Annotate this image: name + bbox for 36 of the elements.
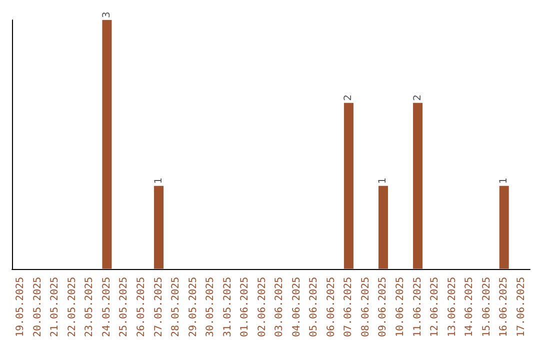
x-tick-label: 27.05.2025 — [153, 276, 164, 338]
x-tick-label: 08.06.2025 — [360, 276, 372, 338]
x-tick-label: 19.05.2025 — [15, 276, 26, 338]
data-label: 1 — [378, 177, 389, 184]
x-tick-label: 03.06.2025 — [274, 276, 286, 338]
x-tick-label: 10.06.2025 — [395, 276, 406, 338]
x-tick-label: 17.06.2025 — [516, 276, 527, 338]
x-tick-label: 16.06.2025 — [498, 276, 510, 338]
x-tick-label: 06.06.2025 — [326, 276, 337, 338]
x-tick-label: 20.05.2025 — [32, 276, 44, 338]
x-tick-label: 07.06.2025 — [343, 276, 354, 338]
x-tick-label: 24.05.2025 — [101, 276, 112, 338]
data-label: 2 — [412, 94, 424, 101]
x-tick-label: 11.06.2025 — [412, 276, 424, 338]
data-label: 3 — [101, 12, 112, 18]
x-tick-label: 09.06.2025 — [378, 276, 389, 338]
x-tick-label: 05.06.2025 — [308, 276, 320, 338]
x-tick-label: 14.06.2025 — [464, 276, 476, 338]
x-tick-label: 28.05.2025 — [170, 276, 182, 338]
x-tick-label: 02.06.2025 — [256, 276, 268, 338]
x-tick-label: 21.05.2025 — [50, 276, 61, 338]
x-tick-label: 13.06.2025 — [446, 276, 458, 338]
x-tick-label: 31.05.2025 — [222, 276, 234, 338]
x-tick-label: 29.05.2025 — [188, 276, 199, 338]
x-tick-label: 30.05.2025 — [205, 276, 216, 338]
data-label: 1 — [153, 177, 164, 184]
x-tick-label: 15.06.2025 — [481, 276, 492, 338]
x-tick-label: 22.05.2025 — [66, 276, 78, 338]
data-label: 2 — [343, 94, 354, 101]
x-tick-label: 25.05.2025 — [118, 276, 130, 338]
x-tick-label: 23.05.2025 — [84, 276, 96, 338]
x-tick-label: 12.06.2025 — [430, 276, 441, 338]
data-label: 1 — [498, 177, 510, 184]
x-tick-label: 26.05.2025 — [136, 276, 147, 338]
x-tick-label: 04.06.2025 — [291, 276, 302, 338]
x-tick-label: 01.06.2025 — [240, 276, 251, 338]
